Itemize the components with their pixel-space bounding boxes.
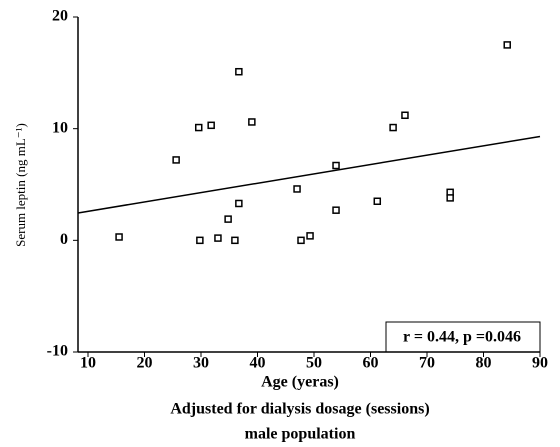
x-tick-label: 80 [476, 355, 492, 372]
trend-line [77, 135, 541, 214]
x-tick-label: 40 [250, 355, 266, 372]
subtitle: Adjusted for dialysis dosage (sessions) [170, 401, 429, 418]
point [214, 234, 222, 242]
point [224, 215, 232, 223]
point [446, 194, 454, 202]
point [503, 41, 511, 49]
y-axis-label: Serum leptin (ng mL⁻¹) [13, 123, 28, 247]
point [115, 233, 123, 241]
y-tick-label: 10 [52, 119, 68, 136]
point [332, 161, 340, 170]
x-tick-label: 60 [363, 355, 379, 372]
y-tick-label: 20 [52, 8, 68, 25]
point [196, 236, 204, 245]
point [373, 197, 382, 205]
point [194, 123, 203, 132]
x-tick-label: 90 [532, 355, 548, 372]
point [231, 236, 239, 245]
y-tick-label: -10 [47, 343, 68, 360]
x-tick-label: 10 [80, 355, 96, 372]
point [207, 121, 215, 130]
point [306, 232, 314, 240]
point [401, 111, 409, 120]
point [172, 156, 180, 164]
y-tick-label: 0 [60, 231, 68, 248]
point [332, 206, 340, 214]
point [389, 123, 397, 132]
x-tick-label: 20 [137, 355, 153, 372]
subtitle: male population [245, 426, 356, 443]
x-tick-label: 70 [419, 355, 435, 372]
x-axis-label: Age (yeras) [261, 374, 339, 391]
point [248, 118, 256, 126]
x-tick-label: 30 [193, 355, 209, 372]
point [235, 199, 243, 208]
point [235, 67, 243, 76]
annotation: r = 0.44, p =0.046 [403, 329, 521, 346]
point [297, 236, 305, 245]
x-tick-label: 50 [306, 355, 322, 372]
point [293, 185, 301, 193]
